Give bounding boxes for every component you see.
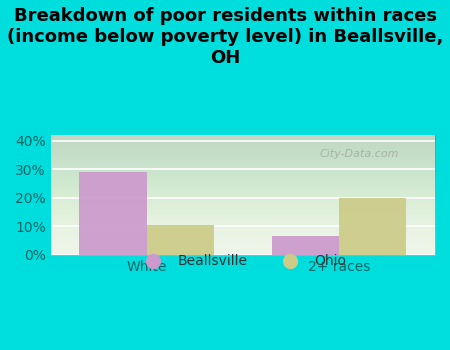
Bar bbox=[272, 236, 339, 255]
Text: Breakdown of poor residents within races
(income below poverty level) in Beallsv: Breakdown of poor residents within races… bbox=[7, 7, 443, 66]
Bar bbox=[80, 172, 147, 255]
Text: City-Data.com: City-Data.com bbox=[320, 149, 399, 160]
Bar bbox=[339, 198, 406, 255]
Legend: Beallsville, Ohio: Beallsville, Ohio bbox=[134, 249, 352, 274]
Bar bbox=[147, 225, 214, 255]
